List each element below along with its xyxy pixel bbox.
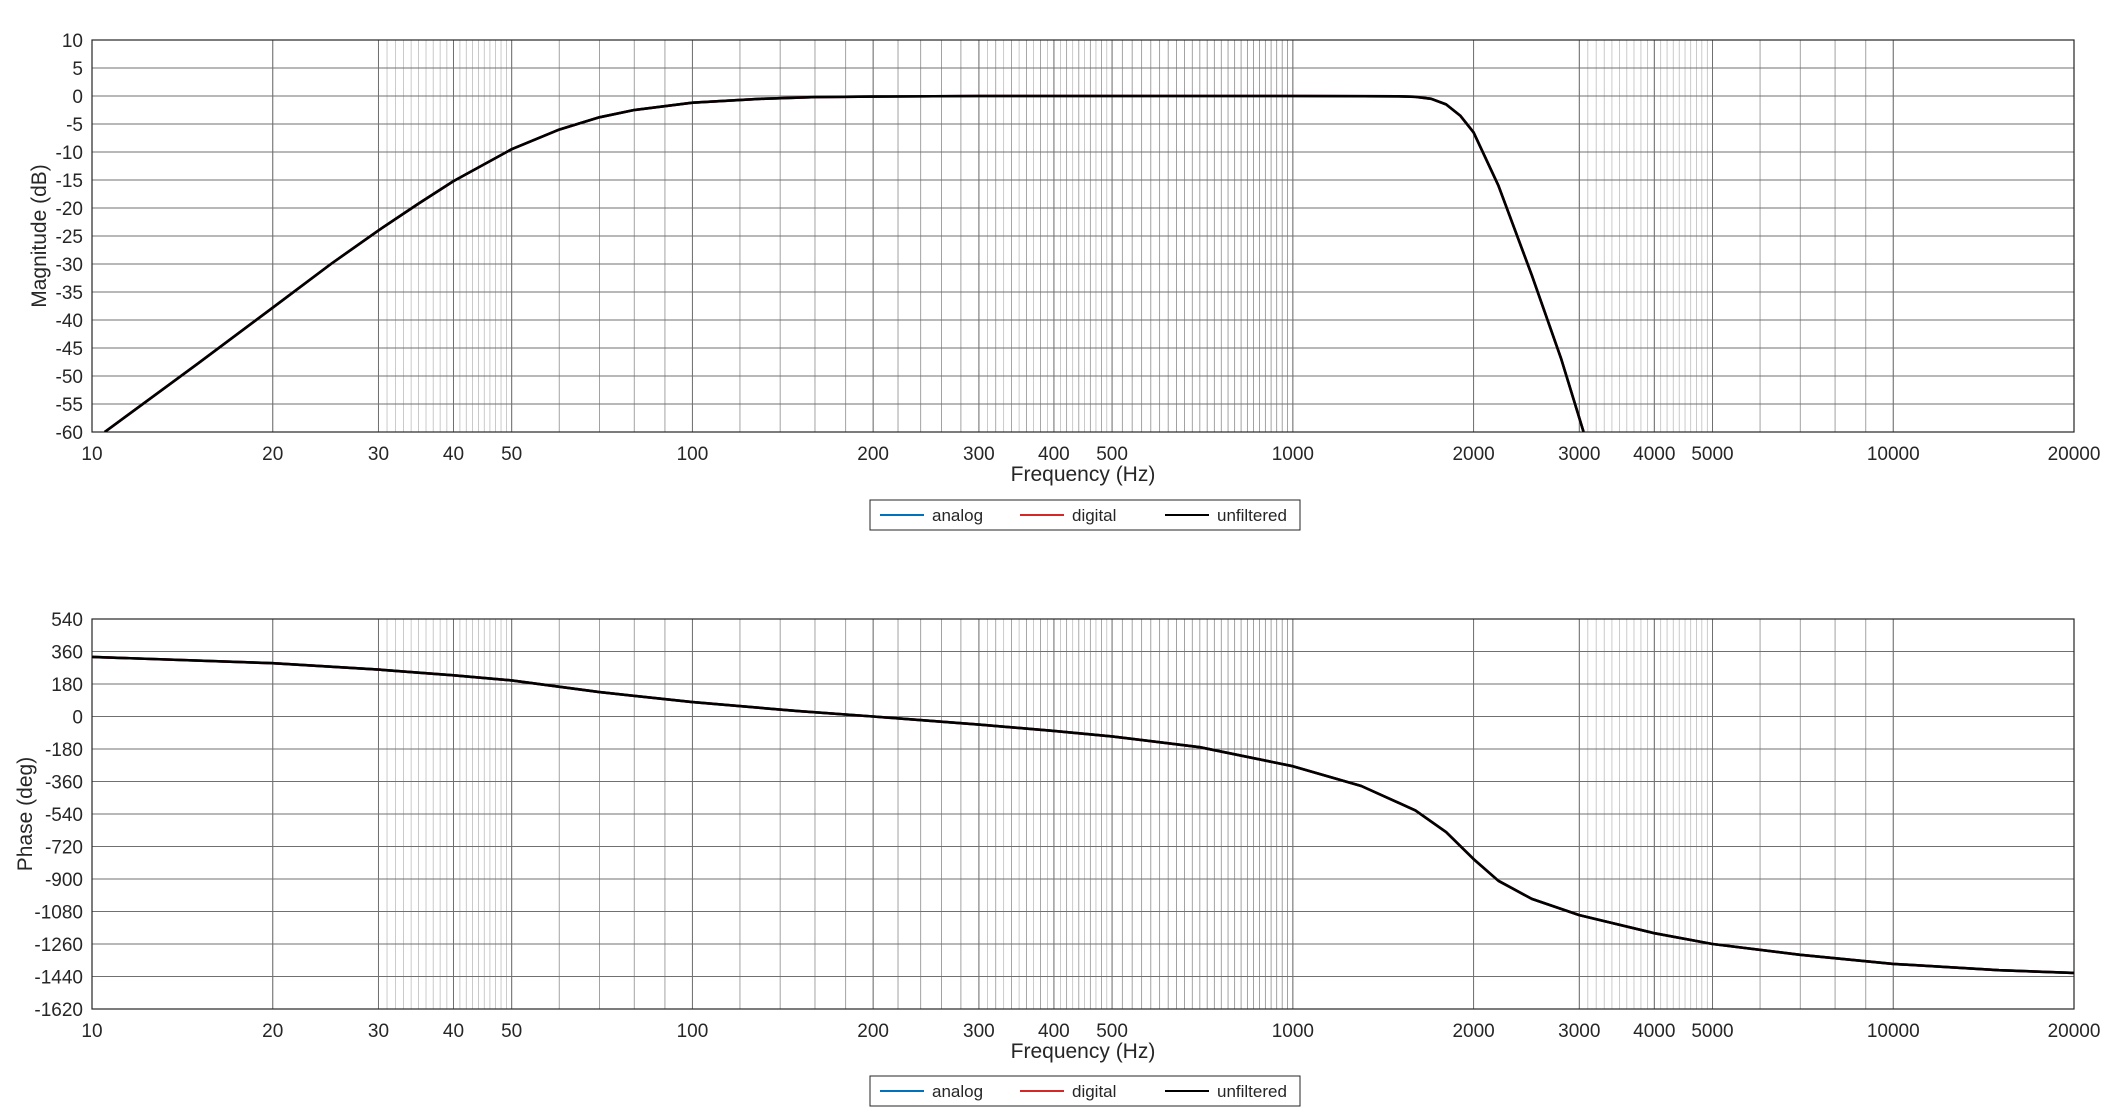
panel2-x-tick-label: 400 bbox=[1038, 1021, 1070, 1042]
panel1-legend-box bbox=[869, 499, 1301, 531]
panel2-x-tick-label: 10000 bbox=[1867, 1021, 1920, 1042]
panel1-x-tick-label: 100 bbox=[677, 444, 709, 465]
panel1-y-axis-label: Magnitude (dB) bbox=[28, 164, 51, 308]
panel2-y-tick-label: -720 bbox=[45, 838, 83, 859]
panel1-x-tick-label: 1000 bbox=[1272, 444, 1314, 465]
panel1-x-tick-label: 40 bbox=[443, 444, 464, 465]
panel2-legend-label-analog: analog bbox=[932, 1082, 983, 1101]
panel2-x-axis-label: Frequency (Hz) bbox=[1011, 1040, 1156, 1063]
panel1-x-tick-label: 3000 bbox=[1558, 444, 1600, 465]
panel2-legend-box bbox=[869, 1075, 1301, 1107]
panel1-x-tick-label: 20000 bbox=[2048, 444, 2101, 465]
panel1-x-tick-label: 4000 bbox=[1633, 444, 1675, 465]
panel1-x-tick-label: 5000 bbox=[1691, 444, 1733, 465]
panel1-y-tick-label: 10 bbox=[62, 31, 83, 52]
panel1-x-tick-label: 10000 bbox=[1867, 444, 1920, 465]
panel2-x-tick-label: 500 bbox=[1096, 1021, 1128, 1042]
panel2-x-tick-label: 4000 bbox=[1633, 1021, 1675, 1042]
panel2-y-tick-label: 0 bbox=[72, 708, 83, 729]
panel2-x-tick-label: 5000 bbox=[1691, 1021, 1733, 1042]
panel2-x-tick-label: 20 bbox=[262, 1021, 283, 1042]
panel2-y-tick-label: -360 bbox=[45, 773, 83, 794]
panel1-y-tick-label: 5 bbox=[72, 59, 83, 80]
panel2-x-tick-label: 1000 bbox=[1272, 1021, 1314, 1042]
panel2-axes-box bbox=[91, 618, 2075, 1010]
panel1-x-tick-label: 400 bbox=[1038, 444, 1070, 465]
panel2-y-tick-label: -1080 bbox=[34, 903, 83, 924]
panel1-x-tick-label: 2000 bbox=[1452, 444, 1494, 465]
panel1-y-tick-label: -30 bbox=[56, 255, 83, 276]
panel1-y-tick-label: -55 bbox=[56, 395, 83, 416]
panel2-y-tick-label: -180 bbox=[45, 740, 83, 761]
panel1-x-tick-label: 30 bbox=[368, 444, 389, 465]
panel1-x-tick-label: 10 bbox=[81, 444, 102, 465]
panel1-x-axis-label: Frequency (Hz) bbox=[1011, 463, 1156, 486]
panel1-y-tick-label: -35 bbox=[56, 283, 83, 304]
panel1-y-tick-label: -25 bbox=[56, 227, 83, 248]
panel2-y-tick-label: -540 bbox=[45, 805, 83, 826]
panel2-x-tick-label: 20000 bbox=[2048, 1021, 2101, 1042]
panel2-series-digital bbox=[92, 655, 2074, 975]
panel1-y-tick-label: -40 bbox=[56, 311, 83, 332]
panel1-y-tick-label: -45 bbox=[56, 339, 83, 360]
panel1-series-unfiltered bbox=[103, 94, 1585, 432]
panel1-x-tick-label: 50 bbox=[501, 444, 522, 465]
panel2-y-axis-label: Phase (deg) bbox=[14, 757, 37, 871]
panel1-y-tick-label: -60 bbox=[56, 423, 83, 444]
panel2-y-tick-label: 180 bbox=[51, 675, 83, 696]
panel1-y-tick-label: -20 bbox=[56, 199, 83, 220]
panel2-series-analog bbox=[92, 655, 2074, 975]
panel2-legend-label-digital: digital bbox=[1072, 1082, 1116, 1101]
panel2-y-tick-label: -1440 bbox=[34, 968, 83, 989]
panel1-y-tick-label: 0 bbox=[72, 87, 83, 108]
panel1-x-tick-label: 300 bbox=[963, 444, 995, 465]
panel1-x-tick-label: 500 bbox=[1096, 444, 1128, 465]
panel1-y-tick-label: -15 bbox=[56, 171, 83, 192]
panel2-y-tick-label: -900 bbox=[45, 870, 83, 891]
panel2-y-tick-label: -1620 bbox=[34, 1000, 83, 1021]
panel1-x-tick-label: 200 bbox=[857, 444, 889, 465]
panel2-x-tick-label: 50 bbox=[501, 1021, 522, 1042]
panel1-y-tick-label: -50 bbox=[56, 367, 83, 388]
panel1-legend-label-digital: digital bbox=[1072, 506, 1116, 525]
panel1-y-tick-label: -5 bbox=[66, 115, 83, 136]
panel2-y-tick-label: 360 bbox=[51, 643, 83, 664]
panel1-legend-label-unfiltered: unfiltered bbox=[1217, 506, 1287, 525]
panel2-y-tick-label: -1260 bbox=[34, 935, 83, 956]
panel2-x-tick-label: 300 bbox=[963, 1021, 995, 1042]
panel1-legend-label-analog: analog bbox=[932, 506, 983, 525]
panel1-x-tick-label: 20 bbox=[262, 444, 283, 465]
panel1-y-tick-label: -10 bbox=[56, 143, 83, 164]
panel2-x-tick-label: 30 bbox=[368, 1021, 389, 1042]
panel2-series-unfiltered bbox=[92, 655, 2074, 975]
panel2-y-tick-label: 540 bbox=[51, 610, 83, 631]
panel2-x-tick-label: 200 bbox=[857, 1021, 889, 1042]
panel2-x-tick-label: 2000 bbox=[1452, 1021, 1494, 1042]
panel2-legend-label-unfiltered: unfiltered bbox=[1217, 1082, 1287, 1101]
panel2-x-tick-label: 3000 bbox=[1558, 1021, 1600, 1042]
panel2-x-tick-label: 100 bbox=[677, 1021, 709, 1042]
panel1-axes-box bbox=[91, 39, 2075, 433]
panel2-x-tick-label: 40 bbox=[443, 1021, 464, 1042]
panel2-x-tick-label: 10 bbox=[81, 1021, 102, 1042]
